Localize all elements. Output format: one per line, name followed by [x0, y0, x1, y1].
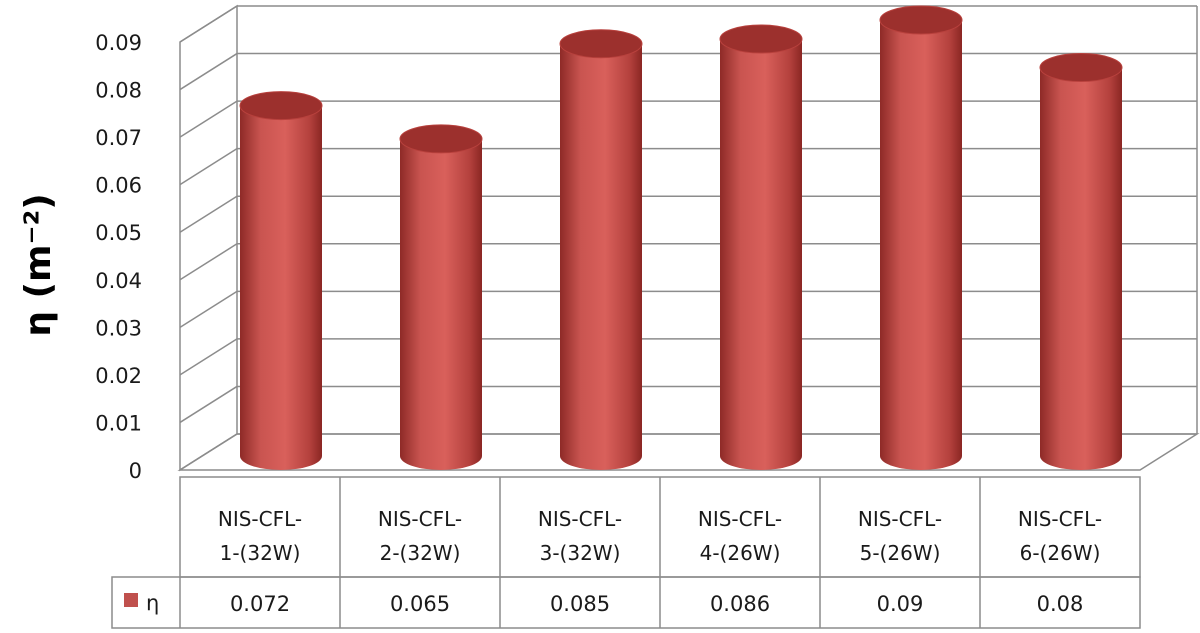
- data-value-label: 0.065: [390, 592, 450, 616]
- legend-swatch: [124, 593, 138, 607]
- bar-body: [400, 138, 482, 470]
- bar-body: [240, 105, 322, 470]
- bar-body: [1040, 67, 1122, 471]
- gridline-diagonal: [179, 338, 238, 376]
- bar-top: [399, 124, 483, 154]
- bar: [719, 24, 803, 471]
- category-label: 1-(32W): [220, 541, 301, 565]
- data-value-label: 0.09: [877, 592, 924, 616]
- bars: [239, 5, 1123, 471]
- y-tick-label: 0.08: [95, 79, 142, 103]
- data-table: NIS-CFL- 1-(32W) NIS-CFL- 2-(32W) NIS-CFL- 3-…: [111, 476, 1141, 629]
- y-tick-label: 0.06: [95, 174, 142, 198]
- y-tick-label: 0.05: [95, 221, 142, 245]
- gridline-diagonal: [179, 100, 238, 138]
- category-label: 2-(32W): [380, 541, 461, 565]
- gridline-diagonal: [179, 52, 238, 91]
- data-value-label: 0.08: [1037, 592, 1084, 616]
- y-tick-label: 0.09: [95, 31, 142, 55]
- bar: [559, 29, 643, 471]
- side-wall: [179, 4, 238, 472]
- category-label: NIS-CFL-: [538, 507, 622, 531]
- gridline-diagonal: [179, 195, 238, 233]
- bar-top: [239, 91, 323, 121]
- y-tick-label: 0.07: [95, 126, 142, 150]
- bar-top: [879, 5, 963, 35]
- category-label: NIS-CFL-: [218, 507, 302, 531]
- bar-body: [560, 43, 642, 471]
- gridline-diagonal: [179, 148, 238, 186]
- y-tick-label: 0.01: [95, 411, 142, 435]
- category-label: 6-(26W): [1020, 541, 1101, 565]
- data-value-label: 0.085: [550, 592, 610, 616]
- bar: [1039, 53, 1123, 471]
- y-tick-labels: 0 0.01 0.02 0.03 0.04 0.05 0.06 0.07 0.08 0.09: [95, 31, 142, 483]
- data-value-label: 0.072: [230, 592, 290, 616]
- bar-top: [1039, 53, 1123, 83]
- bar-top: [719, 24, 803, 54]
- bar-body: [720, 39, 802, 471]
- data-value-label: 0.086: [710, 592, 770, 616]
- y-tick-label: 0: [129, 459, 142, 483]
- gridline-diagonal: [179, 5, 238, 43]
- bar: [239, 91, 323, 470]
- category-label: NIS-CFL-: [698, 507, 782, 531]
- bar: [879, 5, 963, 470]
- y-tick-label: 0.03: [95, 316, 142, 340]
- gridline-diagonal: [179, 385, 238, 424]
- category-label: NIS-CFL-: [858, 507, 942, 531]
- bar: [399, 124, 483, 470]
- bar-top: [559, 29, 643, 59]
- category-label: 4-(26W): [700, 541, 781, 565]
- legend-label: η: [146, 591, 159, 615]
- y-tick-label: 0.04: [95, 269, 142, 293]
- bar-body: [880, 20, 962, 470]
- gridline-diagonal: [179, 433, 238, 471]
- category-label: 5-(26W): [860, 541, 941, 565]
- gridline-diagonal: [179, 243, 238, 281]
- gridline-diagonal: [179, 290, 238, 328]
- table-value-row: [111, 576, 1141, 629]
- category-label: 3-(32W): [540, 541, 621, 565]
- y-tick-label: 0.02: [95, 364, 142, 388]
- category-label: NIS-CFL-: [378, 507, 462, 531]
- gridlines: [179, 5, 1198, 471]
- category-label: NIS-CFL-: [1018, 507, 1102, 531]
- y-axis-label: η (m⁻²): [18, 193, 59, 336]
